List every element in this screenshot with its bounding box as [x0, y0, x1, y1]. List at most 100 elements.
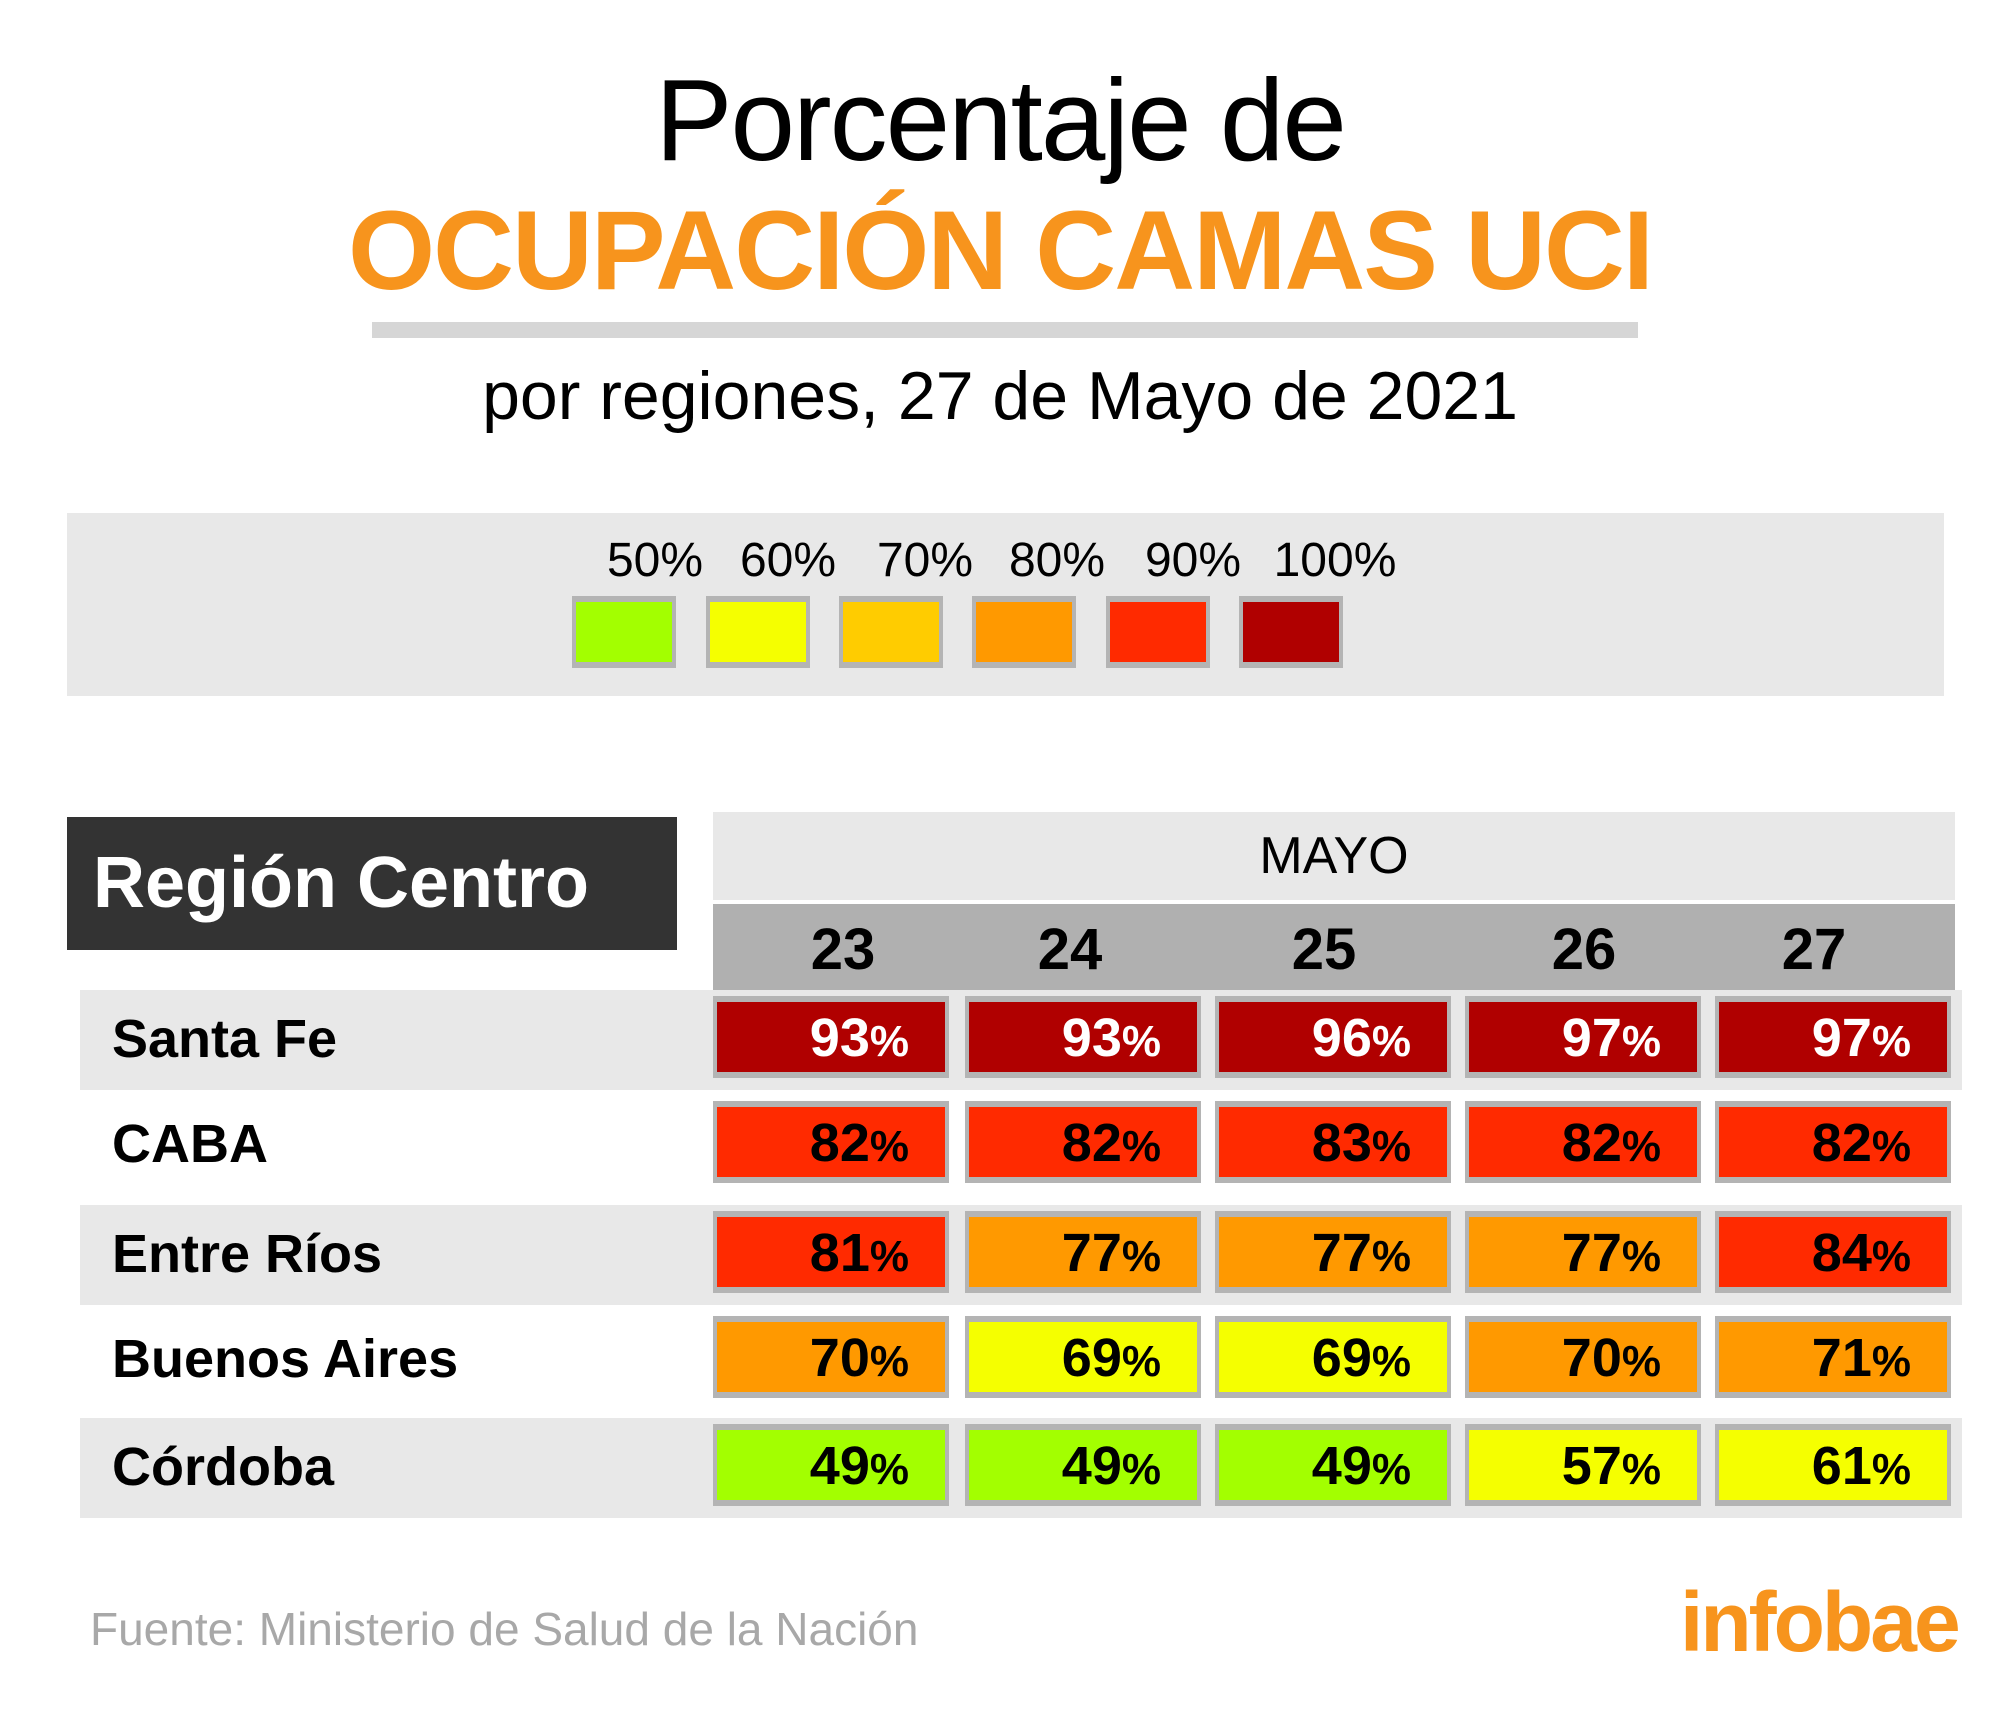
heatmap-cell: 82%	[1465, 1101, 1701, 1183]
title-line-2: OCUPACIÓN CAMAS UCI	[348, 188, 1654, 313]
cell-value: 82	[1561, 1113, 1622, 1173]
day-header: 24	[1037, 917, 1103, 982]
row-label: Santa Fe	[112, 1009, 338, 1069]
percent-sign: %	[1871, 1232, 1911, 1281]
heatmap-cell: 83%	[1215, 1101, 1451, 1183]
percent-sign: %	[1871, 1122, 1911, 1171]
percent-sign: %	[1621, 1017, 1661, 1066]
percent-sign: %	[1371, 1017, 1411, 1066]
cell-value: 70	[1561, 1328, 1622, 1388]
percent-sign: %	[1621, 1122, 1661, 1171]
cell-value: 57	[1561, 1436, 1622, 1496]
cell-value: 84	[1811, 1223, 1872, 1283]
heatmap-cell: 82%	[965, 1101, 1201, 1183]
source-note: Fuente: Ministerio de Salud de la Nación	[90, 1603, 919, 1655]
cell-value: 70	[809, 1328, 870, 1388]
cell-value: 77	[1311, 1223, 1372, 1283]
percent-sign: %	[1121, 1122, 1161, 1171]
percent-sign: %	[869, 1445, 909, 1494]
legend-label: 50%	[606, 534, 704, 587]
cell-value: 69	[1311, 1328, 1372, 1388]
percent-sign: %	[1121, 1017, 1161, 1066]
heatmap-cell: 93%	[713, 996, 949, 1078]
percent-sign: %	[1371, 1337, 1411, 1386]
legend-label: 70%	[876, 534, 974, 587]
cell-value: 82	[1061, 1113, 1122, 1173]
percent-sign: %	[1871, 1017, 1911, 1066]
cell-value: 97	[1561, 1008, 1622, 1068]
heatmap-cell: 81%	[713, 1211, 949, 1293]
heatmap-cell: 49%	[965, 1424, 1201, 1506]
legend-swatch	[972, 596, 1076, 668]
heatmap-cell: 97%	[1715, 996, 1951, 1078]
percent-sign: %	[869, 1017, 909, 1066]
percent-sign: %	[869, 1337, 909, 1386]
heatmap-cell: 96%	[1215, 996, 1451, 1078]
percent-sign: %	[1121, 1445, 1161, 1494]
legend-label: 100%	[1273, 534, 1397, 587]
cell-value: 49	[1061, 1436, 1122, 1496]
month-header: MAYO	[713, 812, 1955, 900]
title-line-1: Porcentaje de	[655, 55, 1347, 185]
cell-value: 97	[1811, 1008, 1872, 1068]
percent-sign: %	[1621, 1337, 1661, 1386]
heatmap-cell: 82%	[1715, 1101, 1951, 1183]
cell-value: 96	[1311, 1008, 1372, 1068]
legend-swatch	[1239, 596, 1343, 668]
cell-value: 77	[1061, 1223, 1122, 1283]
region-title: Región Centro	[67, 817, 677, 950]
legend-label: 60%	[739, 534, 837, 587]
legend-swatch	[1106, 596, 1210, 668]
heatmap-cell: 57%	[1465, 1424, 1701, 1506]
heatmap-cell: 69%	[1215, 1316, 1451, 1398]
day-header: 25	[1291, 917, 1357, 982]
legend-label: 80%	[1008, 534, 1106, 587]
percent-sign: %	[1371, 1445, 1411, 1494]
cell-value: 93	[809, 1008, 870, 1068]
cell-value: 69	[1061, 1328, 1122, 1388]
heatmap-cell: 71%	[1715, 1316, 1951, 1398]
cell-value: 93	[1061, 1008, 1122, 1068]
day-header: 27	[1781, 917, 1847, 982]
heatmap-cell: 93%	[965, 996, 1201, 1078]
percent-sign: %	[1371, 1232, 1411, 1281]
infobae-logo: infobae	[1680, 1575, 1961, 1669]
heatmap-cell: 61%	[1715, 1424, 1951, 1506]
heatmap-cell: 77%	[1465, 1211, 1701, 1293]
days-header-band	[713, 904, 1955, 990]
cell-value: 71	[1811, 1328, 1872, 1388]
cell-value: 81	[809, 1223, 870, 1283]
heatmap-cell: 82%	[713, 1101, 949, 1183]
percent-sign: %	[869, 1122, 909, 1171]
day-header: 23	[810, 917, 876, 982]
heatmap-cell: 77%	[965, 1211, 1201, 1293]
legend-swatch	[839, 596, 943, 668]
heatmap-cell: 97%	[1465, 996, 1701, 1078]
heatmap-cell: 84%	[1715, 1211, 1951, 1293]
cell-value: 82	[1811, 1113, 1872, 1173]
cell-value: 83	[1311, 1113, 1372, 1173]
heatmap-cell: 49%	[713, 1424, 949, 1506]
title-divider	[372, 322, 1638, 338]
legend-label: 90%	[1144, 534, 1242, 587]
row-label: Buenos Aires	[112, 1329, 459, 1389]
percent-sign: %	[1121, 1232, 1161, 1281]
percent-sign: %	[1621, 1445, 1661, 1494]
subtitle: por regiones, 27 de Mayo de 2021	[482, 358, 1518, 434]
legend-swatch	[572, 596, 676, 668]
row-label: CABA	[112, 1114, 268, 1174]
row-label: Entre Ríos	[112, 1224, 383, 1284]
cell-value: 49	[809, 1436, 870, 1496]
percent-sign: %	[1121, 1337, 1161, 1386]
percent-sign: %	[1371, 1122, 1411, 1171]
row-label: Córdoba	[112, 1437, 334, 1497]
cell-value: 61	[1811, 1436, 1872, 1496]
percent-sign: %	[869, 1232, 909, 1281]
percent-sign: %	[1871, 1445, 1911, 1494]
legend-swatch	[706, 596, 810, 668]
cell-value: 82	[809, 1113, 870, 1173]
percent-sign: %	[1871, 1337, 1911, 1386]
cell-value: 49	[1311, 1436, 1372, 1496]
day-header: 26	[1551, 917, 1617, 982]
heatmap-cell: 77%	[1215, 1211, 1451, 1293]
